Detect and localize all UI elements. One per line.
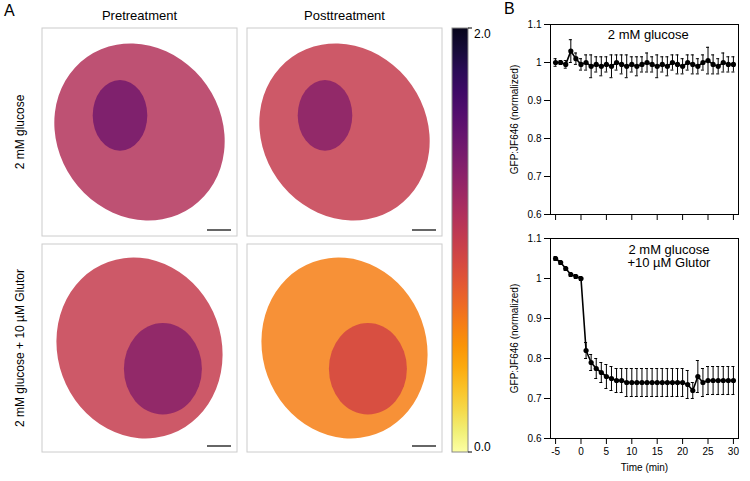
svg-text:GFP:JF646 (normalized): GFP:JF646 (normalized) [509, 284, 520, 393]
svg-text:0.9: 0.9 [528, 95, 542, 106]
svg-text:-5: -5 [551, 446, 560, 457]
svg-text:0.8: 0.8 [528, 353, 542, 364]
svg-text:Pretreatment: Pretreatment [102, 8, 178, 23]
svg-text:1: 1 [536, 57, 542, 68]
svg-text:2 mM glucose: 2 mM glucose [13, 94, 27, 169]
svg-text:30: 30 [728, 446, 740, 457]
svg-text:25: 25 [702, 446, 714, 457]
svg-text:1.1: 1.1 [528, 233, 542, 244]
svg-text:1: 1 [536, 273, 542, 284]
svg-text:Time (min): Time (min) [621, 462, 668, 473]
svg-text:0.7: 0.7 [528, 171, 542, 182]
svg-text:0.6: 0.6 [528, 209, 542, 220]
html-text:B: B [504, 0, 515, 17]
svg-text:0: 0 [578, 446, 584, 457]
svg-text:2 mM glucose + 10 µM Glutor: 2 mM glucose + 10 µM Glutor [13, 269, 27, 427]
svg-text:2 mM glucose+10 µM Glutor: 2 mM glucose+10 µM Glutor [627, 242, 711, 270]
svg-text:10: 10 [626, 446, 638, 457]
svg-text:0.6: 0.6 [528, 433, 542, 444]
svg-text:2 mM glucose: 2 mM glucose [608, 27, 689, 42]
svg-text:Posttreatment: Posttreatment [304, 8, 385, 23]
svg-text:0.8: 0.8 [528, 133, 542, 144]
svg-text:0.0: 0.0 [474, 440, 491, 454]
svg-text:20: 20 [677, 446, 689, 457]
svg-text:GFP:JF646 (normalized): GFP:JF646 (normalized) [509, 65, 520, 174]
svg-text:1.1: 1.1 [528, 19, 542, 30]
svg-text:A: A [4, 2, 15, 19]
svg-text:2.0: 2.0 [474, 27, 491, 41]
svg-text:0.9: 0.9 [528, 313, 542, 324]
svg-text:0.7: 0.7 [528, 393, 542, 404]
svg-text:15: 15 [652, 446, 664, 457]
svg-text:5: 5 [604, 446, 610, 457]
